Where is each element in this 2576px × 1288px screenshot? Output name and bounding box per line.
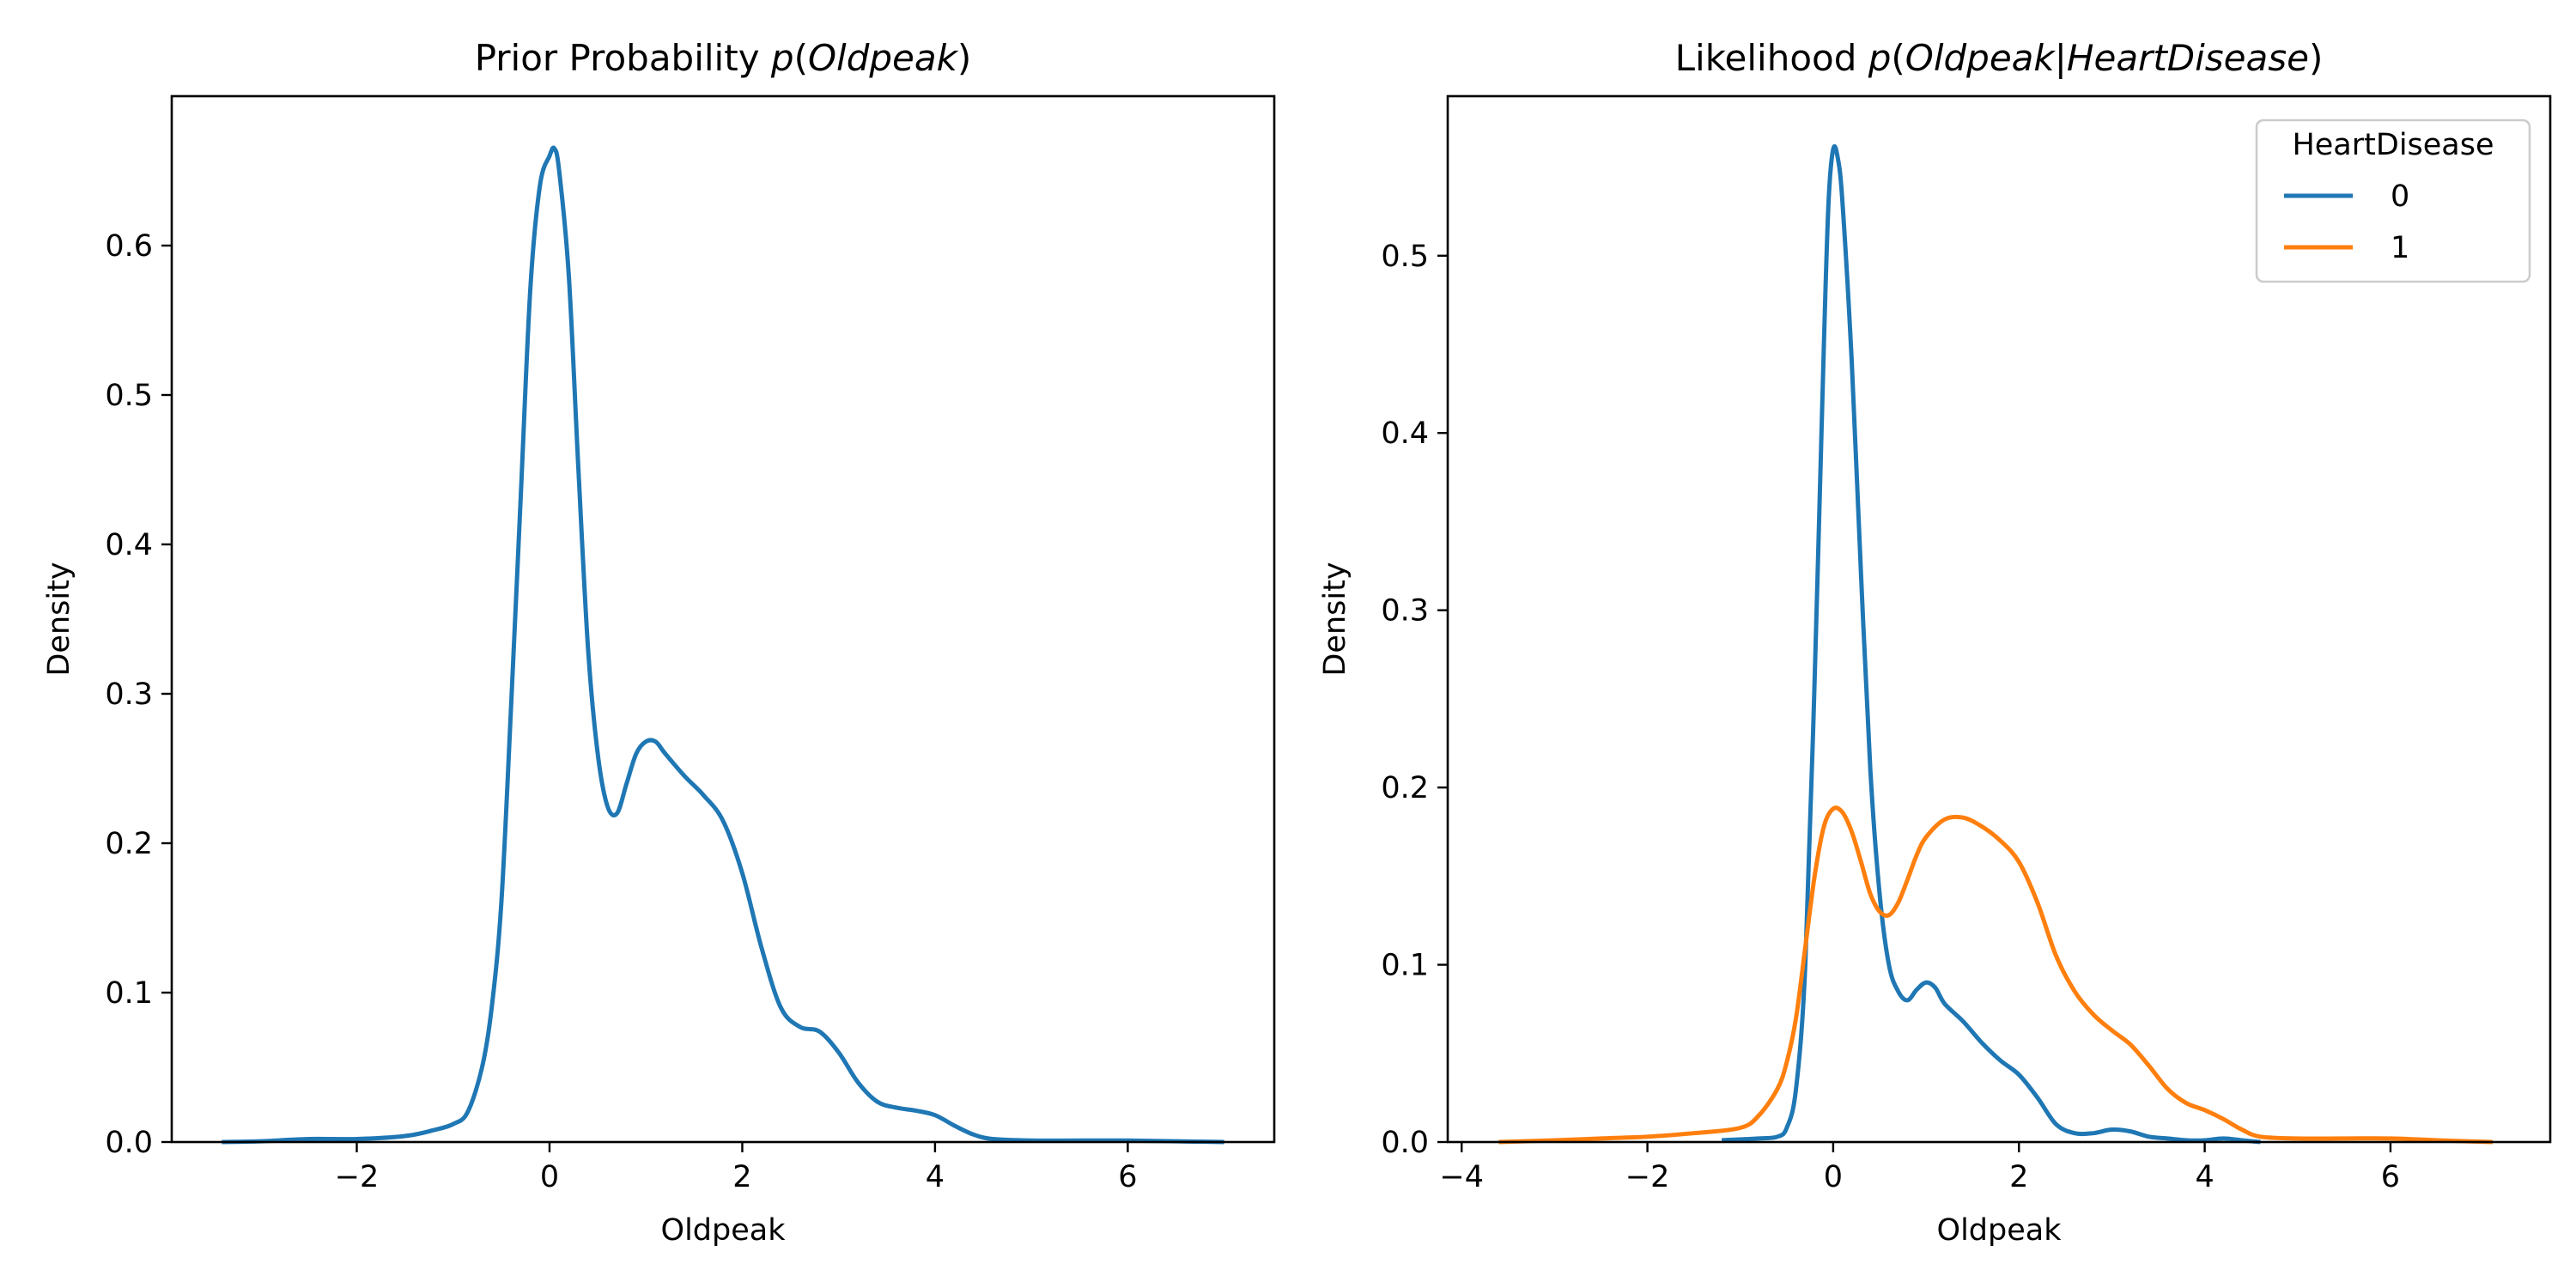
- chart-title: Prior Probability p(Oldpeak): [475, 37, 972, 79]
- legend: HeartDisease 0 1: [2255, 118, 2531, 283]
- legend-label-series-0: 0: [2391, 179, 2409, 214]
- y-axis-label: Density: [1318, 562, 1352, 676]
- y-tick-label: 0.6: [105, 229, 153, 264]
- x-tick-label: 6: [2381, 1160, 2400, 1194]
- x-tick-label: −2: [335, 1160, 380, 1194]
- chart-title-part-3: Oldpeak: [1905, 37, 2057, 79]
- density-curves: [222, 145, 1224, 1145]
- y-tick-label: 0.5: [1381, 240, 1429, 274]
- plot-frame: [1446, 94, 2552, 1144]
- x-tick-label: −2: [1625, 1160, 1670, 1194]
- x-axis-label: Oldpeak: [661, 1213, 787, 1248]
- chart-title: Likelihood p(Oldpeak|HeartDisease): [1675, 37, 2324, 79]
- x-axis-label: Oldpeak: [1937, 1213, 2063, 1248]
- x-tick-label: 0: [540, 1160, 559, 1194]
- prior-probability-chart: Prior Probability p(Oldpeak) 0.00.10.20.…: [42, 37, 1276, 1248]
- chart-title-part-2: (: [1891, 37, 1905, 79]
- y-tick-label: 0.4: [105, 528, 153, 562]
- legend-label-series-1: 1: [2391, 231, 2409, 265]
- y-axis-ticks: 0.0 0.1 0.2 0.3 0.4 0.5 0.6: [105, 229, 172, 1160]
- chart-title-part-2: (: [794, 37, 808, 79]
- likelihood-chart: Likelihood p(Oldpeak|HeartDisease) 0.00.…: [1318, 37, 2552, 1248]
- y-tick-label: 0.2: [1381, 771, 1429, 805]
- density-line-series-0: [222, 145, 1224, 1145]
- y-axis-ticks: 0.0 0.1 0.2 0.3 0.4 0.5: [1381, 240, 1448, 1160]
- y-tick-label: 0.5: [105, 379, 153, 413]
- chart-title-part-0: Likelihood: [1675, 37, 1868, 79]
- x-tick-label: −4: [1439, 1160, 1484, 1194]
- x-tick-label: 4: [2195, 1160, 2214, 1194]
- y-tick-label: 0.0: [1381, 1126, 1429, 1160]
- y-tick-label: 0.0: [105, 1126, 153, 1160]
- x-tick-label: 2: [2009, 1160, 2028, 1194]
- plot-frame: [170, 94, 1276, 1144]
- chart-title-part-4: ): [957, 37, 971, 79]
- chart-title-part-4: |: [2055, 37, 2067, 79]
- y-tick-label: 0.1: [105, 976, 153, 1011]
- y-tick-label: 0.4: [1381, 416, 1429, 451]
- legend-title: HeartDisease: [2292, 128, 2494, 162]
- chart-title-part-0: Prior Probability: [475, 37, 771, 79]
- x-tick-label: 2: [732, 1160, 751, 1194]
- y-tick-label: 0.2: [105, 827, 153, 861]
- chart-title-part-6: ): [2309, 37, 2323, 79]
- density-line-series-1: [1498, 805, 2494, 1145]
- x-axis-ticks: −4 −2 0 2 4 6: [1439, 1142, 2400, 1194]
- chart-title-part-1: p: [770, 37, 794, 79]
- y-axis-label: Density: [42, 562, 76, 676]
- x-tick-label: 4: [926, 1160, 945, 1194]
- chart-title-part-3: Oldpeak: [808, 37, 959, 79]
- x-axis-ticks: −2 0 2 4 6: [335, 1142, 1138, 1194]
- density-curves: [1498, 143, 2494, 1145]
- y-tick-label: 0.3: [1381, 594, 1429, 629]
- chart-title-part-1: p: [1868, 37, 1892, 79]
- y-tick-label: 0.1: [1381, 949, 1429, 983]
- x-tick-label: 0: [1824, 1160, 1843, 1194]
- y-tick-label: 0.3: [105, 677, 153, 712]
- density-line-series-0: [1721, 143, 2261, 1145]
- x-tick-label: 6: [1118, 1160, 1137, 1194]
- chart-title-part-5: HeartDisease: [2067, 37, 2309, 79]
- legend-box: [2255, 118, 2531, 283]
